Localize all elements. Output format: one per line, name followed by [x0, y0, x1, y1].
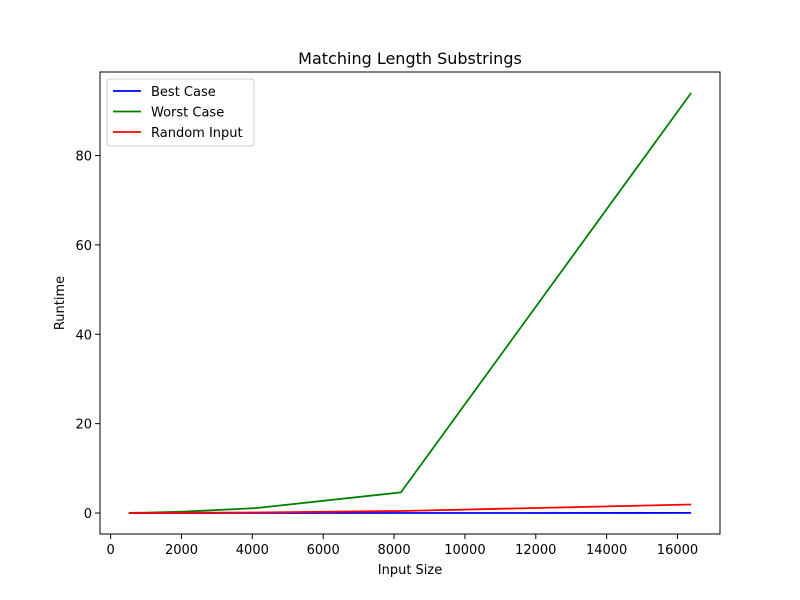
x-axis: 0 2000 4000 6000 8000 10000 12000 14000 16000: [106, 534, 698, 558]
x-tick-label: 2000: [165, 543, 198, 558]
y-tick-label: 20: [75, 418, 92, 433]
y-axis: 0 20 40 60 80: [75, 150, 100, 522]
legend-label-random-input: Random Input: [151, 126, 243, 141]
y-tick-label: 80: [75, 150, 92, 165]
y-tick-label: 40: [75, 328, 92, 343]
plot-area: [99, 71, 721, 535]
legend-label-worst-case: Worst Case: [151, 106, 224, 121]
x-tick-label: 4000: [236, 543, 269, 558]
x-tick-label: 8000: [378, 543, 411, 558]
x-tick-label: 6000: [307, 543, 340, 558]
y-axis-label: Runtime: [53, 276, 68, 330]
y-tick-label: 60: [75, 239, 92, 254]
x-tick-label: 0: [106, 543, 114, 558]
legend: Best Case Worst Case Random Input: [106, 78, 255, 147]
x-tick-label: 10000: [444, 543, 485, 558]
x-axis-label: Input Size: [378, 563, 442, 578]
legend-box: [106, 78, 255, 147]
x-tick-label: 12000: [515, 543, 556, 558]
plot-lines: [128, 92, 692, 514]
chart-title: Matching Length Substrings: [298, 49, 522, 68]
legend-label-best-case: Best Case: [151, 85, 216, 100]
series-line-random-input: [128, 503, 692, 514]
x-tick-label: 14000: [586, 543, 627, 558]
x-tick-label: 16000: [657, 543, 698, 558]
y-tick-label: 0: [84, 507, 92, 522]
